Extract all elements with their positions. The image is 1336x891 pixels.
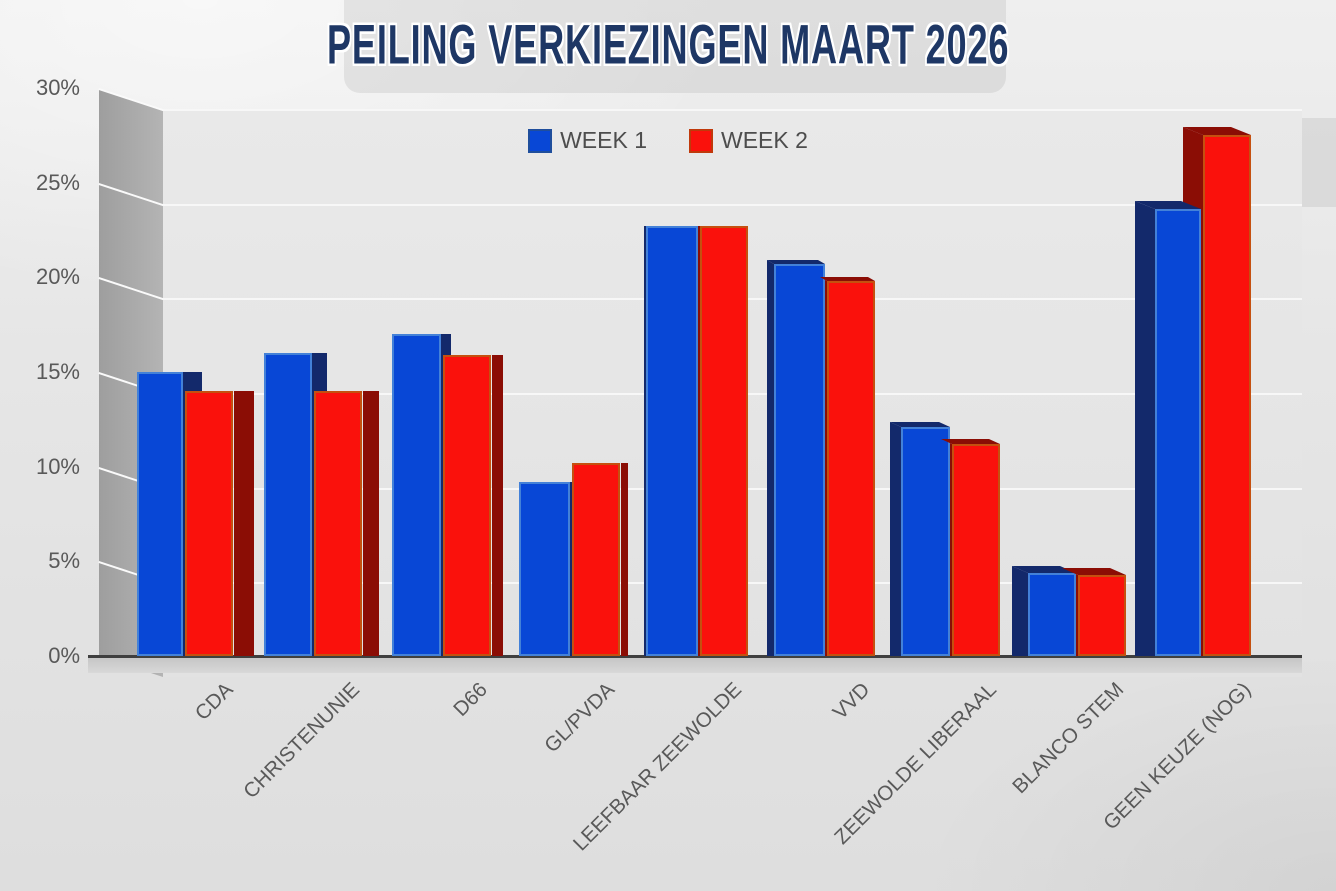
x-axis-label-vvd: VVD [828, 678, 875, 725]
y-axis-label-25: 25% [35, 169, 80, 195]
bar-week2-side-d66 [492, 355, 503, 656]
legend-item-week2: WEEK 2 [689, 127, 808, 154]
x-axis-label-geen-keuze-nog: GEEN KEUZE (NOG) [1098, 678, 1256, 835]
bar-week1-topface-blanco-stem [1012, 566, 1076, 573]
bar-week1-side-blanco-stem [1012, 566, 1028, 656]
bar-week1-side-leefbaar-zeewolde [644, 226, 646, 656]
bar-week1-side-zeewolde-liberaal [890, 422, 901, 656]
plot-floor [88, 658, 1302, 673]
bar-week2-topface-vvd [820, 277, 875, 281]
title-background-plate [344, 0, 1006, 93]
y-axis-label-15: 15% [35, 359, 80, 385]
bar-week1-topface-geen-keuze-nog [1135, 201, 1201, 209]
bar-week1-topface-vvd [767, 260, 825, 264]
gridline-30 [163, 109, 1302, 112]
legend: WEEK 1 WEEK 2 [0, 127, 1336, 154]
y-axis-label-0: 0% [48, 643, 80, 668]
bar-week2-blanco-stem [1078, 575, 1126, 656]
bar-week2-side-christenunie [363, 391, 379, 656]
bar-week1-cda [137, 372, 183, 656]
bar-week1-blanco-stem [1028, 573, 1076, 656]
bar-week2-side-gl-pvda [621, 463, 628, 656]
x-axis-label-blanco-stem: BLANCO STEM [1008, 678, 1129, 799]
chart-title: PEILING VERKIEZINGEN MAART 2026 [326, 14, 1010, 77]
bar-week2-d66 [443, 355, 491, 656]
bar-week2-vvd [827, 281, 875, 656]
bar-week1-geen-keuze-nog [1155, 209, 1201, 656]
y-axis-label-5: 5% [48, 548, 80, 574]
y-axis-label-20: 20% [35, 264, 80, 290]
week1-swatch-icon [528, 128, 553, 153]
bar-week2-topface-blanco-stem [1062, 568, 1126, 575]
bar-week2-gl-pvda [572, 463, 620, 656]
bar-week2-topface-geen-keuze-nog [1183, 127, 1251, 135]
x-axis-label-d66: D66 [449, 678, 493, 721]
bar-week1-leefbaar-zeewolde [646, 226, 698, 656]
x-axis-label-gl-pvda: GL/PVDA [540, 678, 620, 758]
bar-week1-side-vvd [767, 260, 774, 656]
week2-swatch-icon [689, 128, 713, 153]
bar-week2-geen-keuze-nog [1203, 135, 1251, 656]
bar-week2-side-cda [234, 391, 254, 656]
bar-week1-zeewolde-liberaal [901, 427, 950, 656]
legend-week2-label: WEEK 2 [721, 127, 808, 153]
legend-week1-label: WEEK 1 [560, 127, 647, 153]
bar-week1-gl-pvda [519, 482, 570, 656]
x-axis-label-christenunie: CHRISTENUNIE [239, 678, 365, 803]
bar-week1-topface-zeewolde-liberaal [890, 422, 950, 427]
legend-item-week1: WEEK 1 [528, 127, 647, 154]
bar-week2-leefbaar-zeewolde [700, 226, 748, 656]
bar-week2-christenunie [314, 391, 362, 656]
x-axis-label-cda: CDA [190, 678, 238, 725]
bar-week1-side-geen-keuze-nog [1135, 201, 1155, 656]
gridline-25 [163, 203, 1302, 206]
bar-week1-christenunie [264, 353, 312, 656]
bar-week2-side-leefbaar-zeewolde [698, 226, 700, 656]
bar-week2-zeewolde-liberaal [952, 444, 1000, 656]
y-axis-label-30: 30% [35, 75, 80, 101]
y-axis-label-10: 10% [35, 453, 80, 479]
bar-week2-topface-zeewolde-liberaal [941, 439, 1000, 444]
bar-week1-d66 [392, 334, 441, 656]
bar-week1-vvd [774, 264, 825, 656]
bar-week2-cda [185, 391, 233, 656]
x-axis-line [88, 655, 1302, 658]
